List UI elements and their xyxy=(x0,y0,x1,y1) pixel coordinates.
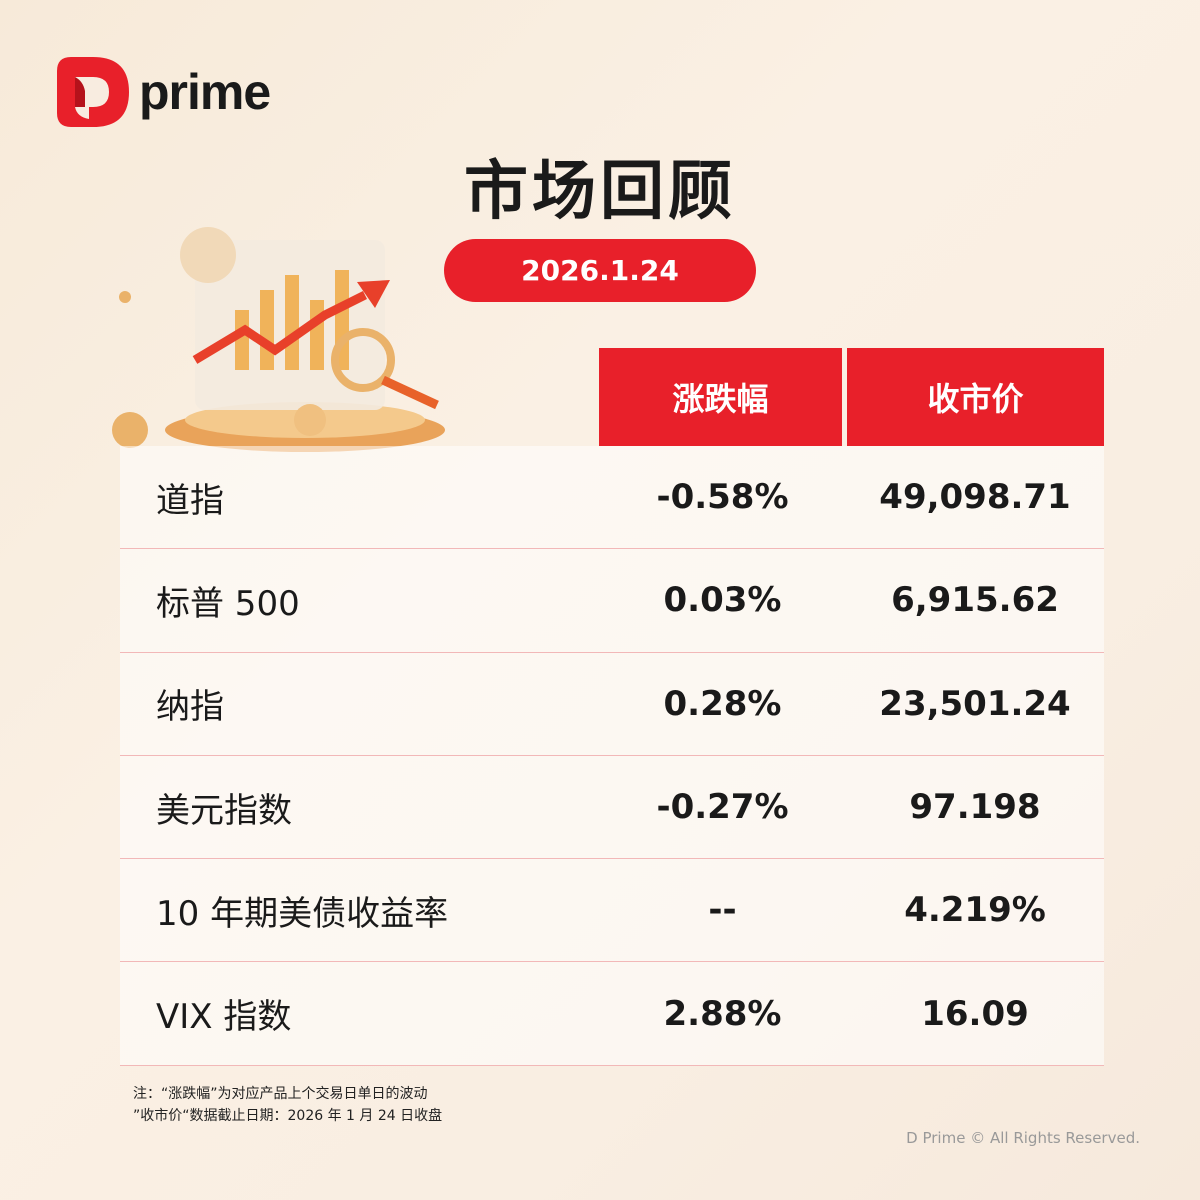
index-name: VIX 指数 xyxy=(156,997,292,1038)
chart-illustration-icon xyxy=(112,227,445,452)
header-change: 涨跌幅 xyxy=(599,348,842,446)
close-value: 6,915.62 xyxy=(891,580,1059,621)
footnote-line: ”收市价“数据截止日期：2026 年 1 月 24 日收盘 xyxy=(133,1108,443,1124)
close-value: 97.198 xyxy=(909,787,1041,828)
table-row: 纳指 0.28% 23,501.24 xyxy=(120,652,1104,756)
copyright: D Prime © All Rights Reserved. xyxy=(906,1129,1140,1147)
d-logo-icon xyxy=(57,57,129,127)
table-row: 标普 500 0.03% 6,915.62 xyxy=(120,549,1104,653)
change-value: -- xyxy=(708,890,737,931)
index-name: 纳指 xyxy=(156,687,224,728)
header-close: 收市价 xyxy=(847,348,1104,446)
footnote-line: 注：“涨跌幅”为对应产品上个交易日单日的波动 xyxy=(133,1086,428,1102)
change-value: -0.58% xyxy=(656,477,789,518)
close-value: 4.219% xyxy=(904,890,1046,931)
brand-logo: prime xyxy=(57,57,271,127)
brand-name: prime xyxy=(139,64,271,120)
change-value: -0.27% xyxy=(656,787,789,828)
table-row: 10 年期美债收益率 -- 4.219% xyxy=(120,859,1104,963)
market-table: 道指 -0.58% 49,098.71 标普 500 0.03% 6,915.62 纳指… xyxy=(120,446,1104,1066)
close-value: 16.09 xyxy=(921,993,1029,1034)
date-badge: 2026.1.24 xyxy=(444,239,756,302)
page-title: 市场回顾 xyxy=(464,155,736,229)
footnote: 注：“涨跌幅”为对应产品上个交易日单日的波动 ”收市价“数据截止日期：2026 … xyxy=(133,1083,442,1127)
table-row: VIX 指数 2.88% 16.09 xyxy=(120,962,1104,1066)
change-value: 0.03% xyxy=(663,580,782,621)
index-name: 10 年期美债收益率 xyxy=(156,893,449,934)
index-name: 美元指数 xyxy=(156,790,292,831)
close-value: 23,501.24 xyxy=(879,683,1071,724)
table-row: 道指 -0.58% 49,098.71 xyxy=(120,446,1104,550)
table-row: 美元指数 -0.27% 97.198 xyxy=(120,755,1104,860)
change-value: 0.28% xyxy=(663,683,782,724)
close-value: 49,098.71 xyxy=(879,477,1071,518)
change-value: 2.88% xyxy=(663,993,782,1034)
index-name: 标普 500 xyxy=(156,583,300,624)
index-name: 道指 xyxy=(156,480,224,521)
